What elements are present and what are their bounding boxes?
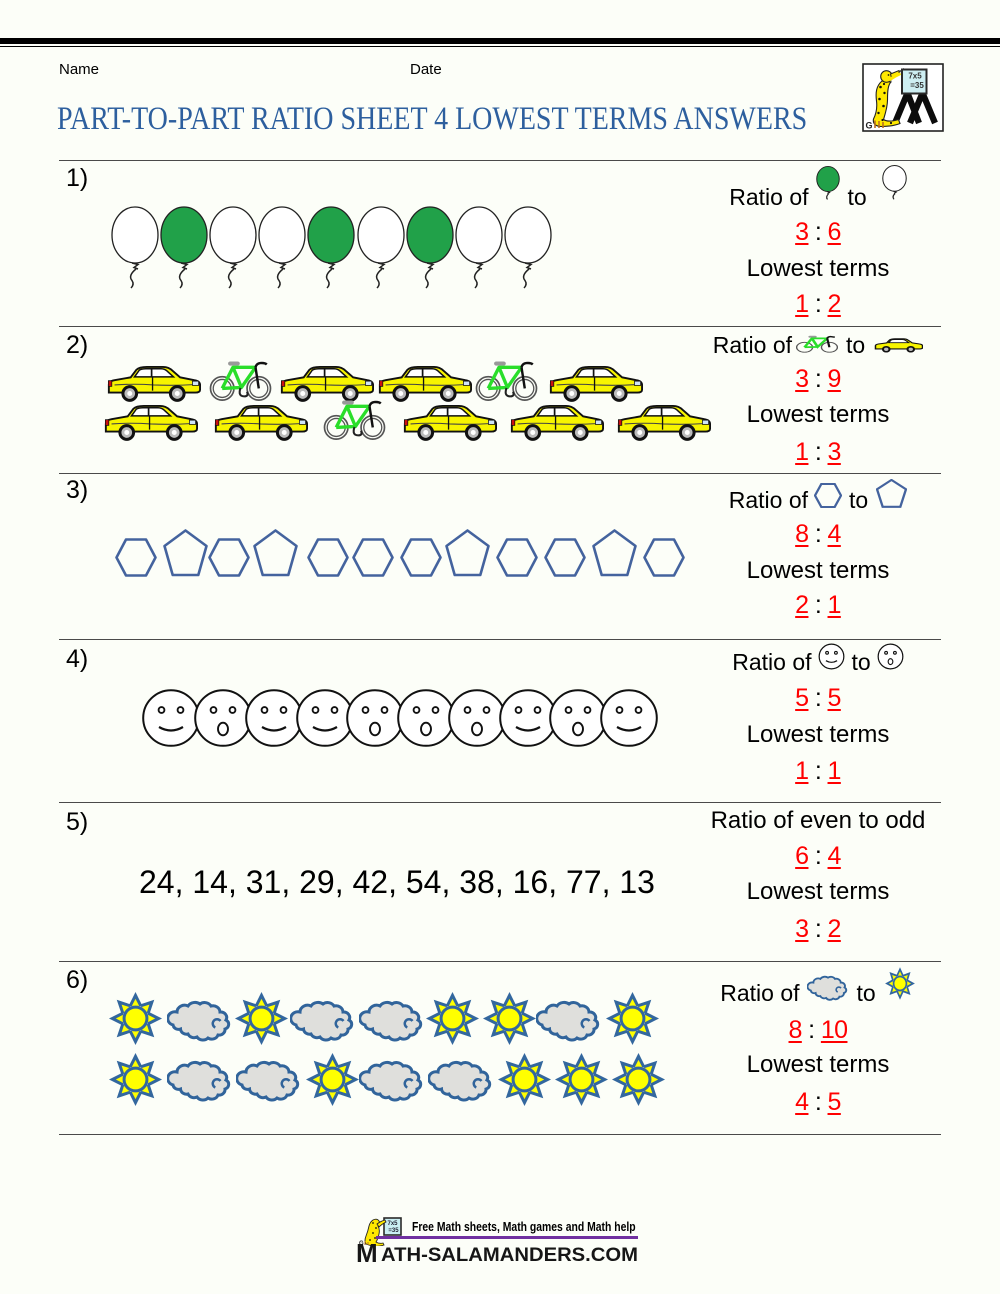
svg-text:ATH-SALAMANDERS.COM: ATH-SALAMANDERS.COM bbox=[381, 1245, 638, 1266]
svg-text:7x5: 7x5 bbox=[387, 1221, 398, 1227]
svg-text:=35: =35 bbox=[910, 81, 924, 90]
svg-text:G: G bbox=[359, 1241, 364, 1246]
svg-text:=35: =35 bbox=[388, 1228, 399, 1234]
svg-text:7x5: 7x5 bbox=[908, 72, 922, 81]
svg-text:M: M bbox=[356, 1241, 378, 1266]
svg-text:G: G bbox=[866, 121, 873, 131]
